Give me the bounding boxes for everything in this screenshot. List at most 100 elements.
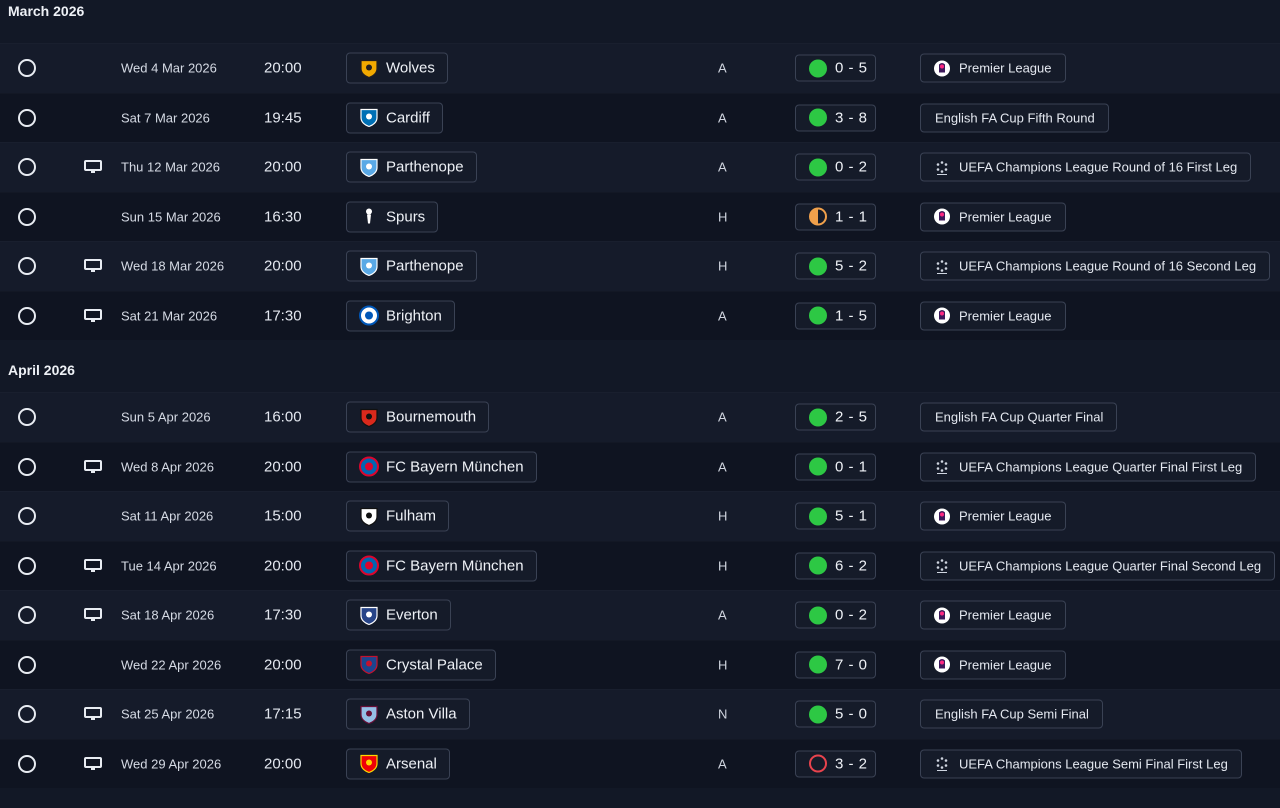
fixture-select-circle[interactable]	[18, 59, 36, 78]
competition-button[interactable]: UEFA Champions League Round of 16 Second…	[920, 251, 1271, 281]
competition-button[interactable]: UEFA Champions League Quarter Final Firs…	[920, 452, 1257, 482]
venue-indicator: H	[718, 508, 728, 524]
fixture-select-circle[interactable]	[18, 507, 36, 526]
fixture-row[interactable]: Wed 4 Mar 2026 20:00 Wolves A 0 - 5 Prem…	[0, 43, 1280, 93]
fixture-select-circle[interactable]	[18, 108, 36, 127]
result-button[interactable]: 0 - 2	[795, 153, 876, 181]
competition-button[interactable]: UEFA Champions League Quarter Final Seco…	[920, 551, 1276, 581]
result-button[interactable]: 1 - 5	[795, 302, 876, 330]
tv-broadcast-icon	[84, 756, 102, 770]
fixture-time: 16:30	[264, 208, 302, 226]
fixture-row[interactable]: Sat 25 Apr 2026 17:15 Aston Villa N 5 - …	[0, 689, 1280, 739]
premier-league-icon	[934, 508, 950, 525]
fixture-row[interactable]: Wed 22 Apr 2026 20:00 Crystal Palace H 7…	[0, 639, 1280, 689]
fixture-time: 20:00	[264, 656, 302, 674]
opponent-button[interactable]: Brighton	[346, 300, 455, 332]
fixture-select-circle[interactable]	[18, 207, 36, 226]
result-button[interactable]: 3 - 8	[795, 104, 876, 132]
opponent-name: FC Bayern München	[386, 458, 524, 476]
fixture-select-circle[interactable]	[18, 257, 36, 276]
fixture-date: Sat 18 Apr 2026	[121, 607, 215, 623]
opponent-button[interactable]: FC Bayern München	[346, 550, 537, 582]
competition-button[interactable]: English FA Cup Quarter Final	[920, 402, 1118, 432]
premier-league-icon	[934, 208, 950, 225]
result-button[interactable]: 0 - 5	[795, 54, 876, 82]
opponent-button[interactable]: FC Bayern München	[346, 451, 537, 483]
result-button[interactable]: 5 - 1	[795, 502, 876, 530]
venue-indicator: A	[718, 409, 727, 425]
fixture-row[interactable]: Tue 14 Apr 2026 20:00 FC Bayern München …	[0, 540, 1280, 590]
venue-indicator: A	[718, 459, 727, 475]
result-button[interactable]: 0 - 2	[795, 601, 876, 629]
fixture-date: Wed 22 Apr 2026	[121, 657, 222, 673]
competition-button[interactable]: Premier League	[920, 301, 1066, 331]
opponent-button[interactable]: Spurs	[346, 201, 439, 233]
fixture-date: Tue 14 Apr 2026	[121, 558, 217, 574]
opponent-button[interactable]: Parthenope	[346, 250, 477, 282]
tv-broadcast-icon	[84, 459, 102, 473]
score: 5 - 0	[835, 705, 868, 723]
result-button[interactable]: 2 - 5	[795, 403, 876, 431]
opponent-button[interactable]: Cardiff	[346, 102, 443, 134]
fixture-time: 15:00	[264, 507, 302, 525]
fixture-row[interactable]: Sun 5 Apr 2026 16:00 Bournemouth A 2 - 5…	[0, 392, 1280, 442]
fixture-row[interactable]: Wed 29 Apr 2026 20:00 Arsenal A 3 - 2 UE…	[0, 738, 1280, 788]
competition-button[interactable]: Premier League	[920, 501, 1066, 531]
fixture-select-circle[interactable]	[18, 306, 36, 325]
result-win-icon	[809, 108, 827, 127]
fixture-date: Sun 5 Apr 2026	[121, 409, 211, 425]
fixtures-schedule: March 2026 Wed 4 Mar 2026 20:00 Wolves A…	[0, 3, 1280, 788]
fixture-row[interactable]: Wed 8 Apr 2026 20:00 FC Bayern München A…	[0, 441, 1280, 491]
fixture-row[interactable]: Sat 21 Mar 2026 17:30 Brighton A 1 - 5 P…	[0, 290, 1280, 340]
result-button[interactable]: 7 - 0	[795, 651, 876, 679]
fixture-row[interactable]: Sat 11 Apr 2026 15:00 Fulham H 5 - 1 Pre…	[0, 491, 1280, 541]
fixture-select-circle[interactable]	[18, 655, 36, 674]
competition-button[interactable]: English FA Cup Fifth Round	[920, 103, 1109, 133]
fixture-time: 20:00	[264, 59, 302, 77]
competition-button[interactable]: Premier League	[920, 53, 1066, 83]
fixture-select-circle[interactable]	[18, 606, 36, 625]
opponent-button[interactable]: Aston Villa	[346, 698, 470, 730]
fixture-select-circle[interactable]	[18, 754, 36, 773]
result-button[interactable]: 1 - 1	[795, 203, 876, 231]
result-button[interactable]: 5 - 2	[795, 252, 876, 280]
opponent-button[interactable]: Everton	[346, 599, 451, 631]
result-win-icon	[809, 257, 827, 276]
fixture-select-circle[interactable]	[18, 556, 36, 575]
fixture-select-circle[interactable]	[18, 158, 36, 177]
opponent-button[interactable]: Parthenope	[346, 151, 477, 183]
competition-name: English FA Cup Fifth Round	[935, 110, 1095, 126]
competition-button[interactable]: Premier League	[920, 650, 1066, 680]
fixture-row[interactable]: Sat 18 Apr 2026 17:30 Everton A 0 - 2 Pr…	[0, 590, 1280, 640]
fixture-row[interactable]: Wed 18 Mar 2026 20:00 Parthenope H 5 - 2…	[0, 241, 1280, 291]
opponent-button[interactable]: Crystal Palace	[346, 649, 496, 681]
everton-crest-icon	[360, 606, 378, 625]
fixture-time: 20:00	[264, 257, 302, 275]
competition-button[interactable]: English FA Cup Semi Final	[920, 699, 1103, 729]
venue-indicator: H	[718, 258, 728, 274]
competition-button[interactable]: Premier League	[920, 600, 1066, 630]
fixture-select-circle[interactable]	[18, 705, 36, 724]
opponent-name: Spurs	[386, 208, 426, 226]
fixture-select-circle[interactable]	[18, 457, 36, 476]
opponent-button[interactable]: Arsenal	[346, 748, 450, 780]
result-button[interactable]: 0 - 1	[795, 453, 876, 481]
competition-name: UEFA Champions League Quarter Final Firs…	[959, 459, 1243, 475]
fixture-row[interactable]: Sun 15 Mar 2026 16:30 Spurs H 1 - 1 Prem…	[0, 191, 1280, 241]
result-button[interactable]: 5 - 0	[795, 700, 876, 728]
fixture-row[interactable]: Thu 12 Mar 2026 20:00 Parthenope A 0 - 2…	[0, 142, 1280, 192]
competition-button[interactable]: UEFA Champions League Round of 16 First …	[920, 152, 1252, 182]
venue-indicator: A	[718, 60, 727, 76]
fixture-time: 20:00	[264, 755, 302, 773]
opponent-button[interactable]: Fulham	[346, 500, 450, 532]
fixture-row[interactable]: Sat 7 Mar 2026 19:45 Cardiff A 3 - 8 Eng…	[0, 92, 1280, 142]
opponent-button[interactable]: Wolves	[346, 52, 448, 84]
result-button[interactable]: 6 - 2	[795, 552, 876, 580]
result-loss-icon	[809, 754, 827, 773]
competition-button[interactable]: UEFA Champions League Semi Final First L…	[920, 749, 1242, 779]
competition-button[interactable]: Premier League	[920, 202, 1066, 232]
result-button[interactable]: 3 - 2	[795, 750, 876, 778]
opponent-name: Brighton	[386, 307, 442, 325]
opponent-button[interactable]: Bournemouth	[346, 401, 490, 433]
fixture-select-circle[interactable]	[18, 408, 36, 427]
